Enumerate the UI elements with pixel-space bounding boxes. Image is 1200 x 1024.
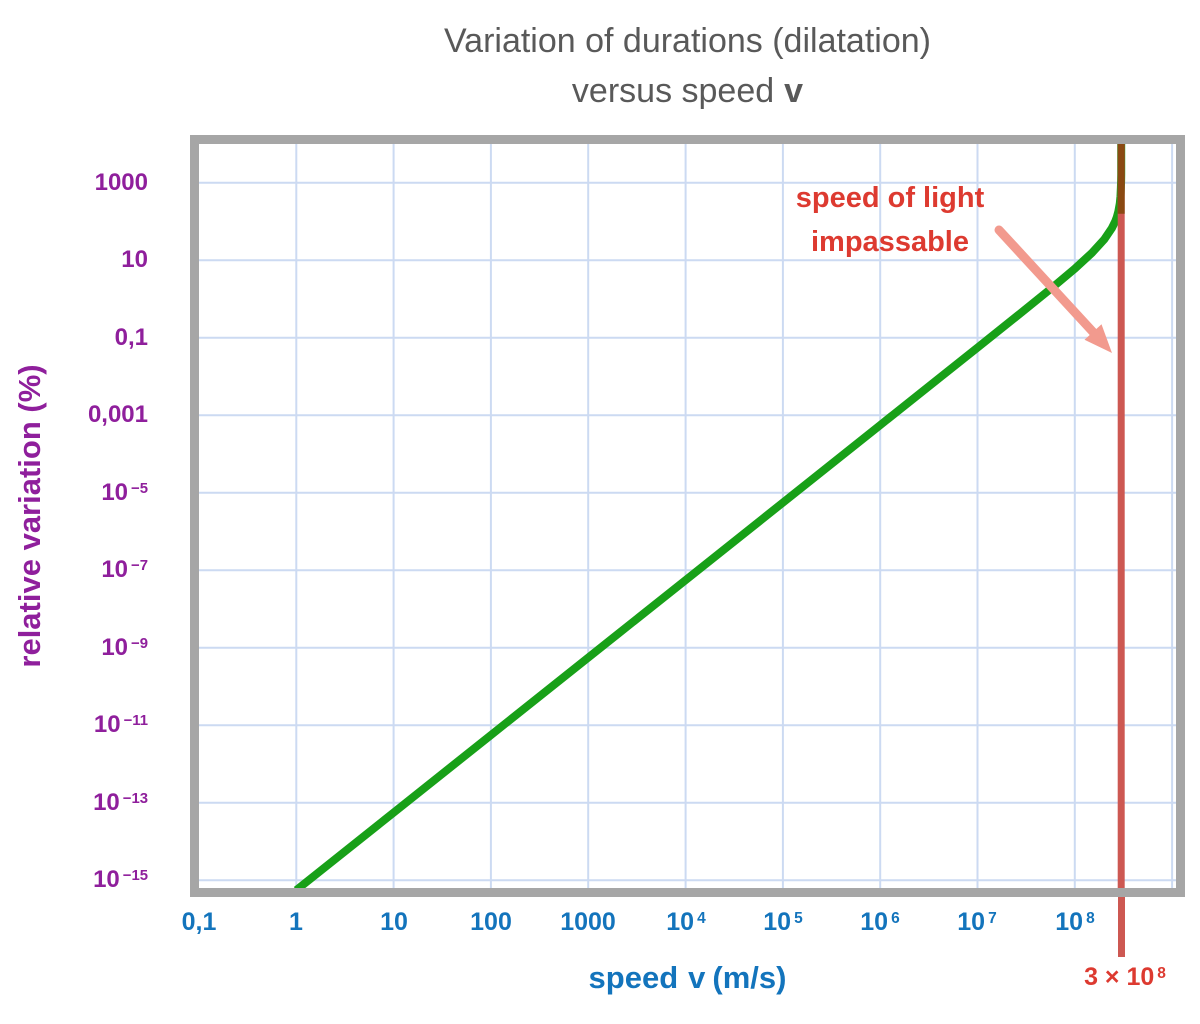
annotation-line1: speed of light xyxy=(795,182,985,214)
chart-title-line2-text: versus speed xyxy=(571,72,775,110)
y-tick-label: 10 −5 xyxy=(101,479,148,506)
x-tick-label: 10 xyxy=(380,908,408,936)
x-axis-title-prefix: speed xyxy=(588,960,679,995)
x-tick-label: 10 6 xyxy=(860,908,900,936)
x-tick-label: 1 xyxy=(289,908,303,936)
speed-of-light-annotation: speed of light impassable xyxy=(745,176,1035,264)
chart-title-line2: versus speed v xyxy=(190,66,1185,116)
annotation-line2: impassable xyxy=(811,226,969,258)
chart-title: Variation of durations (dilatation) vers… xyxy=(190,16,1185,116)
speed-of-light-value-label: 3 × 10 8 xyxy=(1040,963,1200,992)
x-tick-label: 10 8 xyxy=(1055,908,1095,936)
x-tick-label: 10 4 xyxy=(666,908,706,936)
x-tick-label: 0,1 xyxy=(181,908,217,936)
speed-of-light-value-exponent: 8 xyxy=(1157,965,1166,983)
y-tick-label: 0,001 xyxy=(87,401,148,428)
x-axis-title: speed v (m/s) xyxy=(190,960,1185,996)
x-tick-label: 10 5 xyxy=(763,908,803,936)
chart-title-line1: Variation of durations (dilatation) xyxy=(444,22,931,60)
x-tick-label: 100 xyxy=(470,908,512,936)
chart-title-speed-symbol: v xyxy=(784,72,804,110)
y-tick-label: 1000 xyxy=(94,169,148,196)
plot-area xyxy=(190,135,1185,897)
y-axis-title: relative variation (%) xyxy=(12,166,52,866)
x-axis-speed-symbol: v xyxy=(688,960,706,995)
speed-of-light-value-base: 3 × 10 xyxy=(1084,963,1155,991)
y-tick-label: 0,1 xyxy=(114,324,148,351)
y-tick-label: 10 −7 xyxy=(101,556,148,583)
y-tick-label: 10 −13 xyxy=(93,789,148,816)
x-tick-label: 10 7 xyxy=(957,908,997,936)
x-axis-title-suffix: (m/s) xyxy=(712,960,787,995)
y-tick-label: 10 −15 xyxy=(93,866,148,893)
y-tick-label: 10 −11 xyxy=(93,711,148,738)
y-axis-title-text: relative variation (%) xyxy=(12,364,47,668)
annotation-arrow-head xyxy=(1084,324,1112,353)
plot-canvas xyxy=(199,144,1176,888)
asymptote-line-extension xyxy=(1118,897,1125,957)
y-tick-label: 10 xyxy=(121,246,148,273)
x-tick-label: 1000 xyxy=(560,908,616,936)
y-tick-label: 10 −9 xyxy=(101,634,148,661)
annotation-arrow-shaft xyxy=(994,225,1098,337)
